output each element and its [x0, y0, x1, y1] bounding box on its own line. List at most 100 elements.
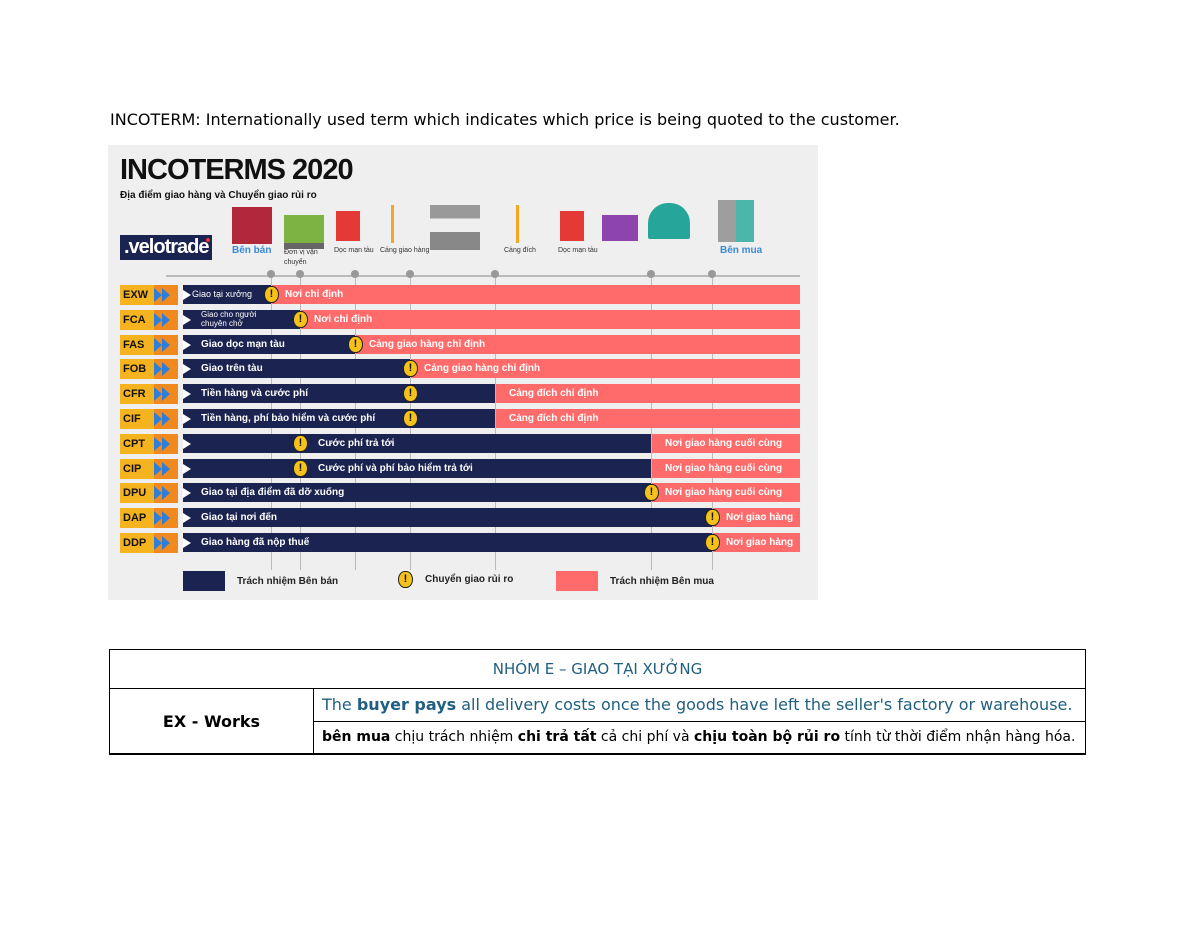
arrows-icon	[154, 409, 178, 429]
timeline	[166, 275, 800, 277]
warning-icon: !	[264, 286, 279, 303]
point-label-alongside-dest: Dọc mạn tàu	[558, 247, 598, 254]
seller-label: Giao cho người chuyên chở	[201, 309, 257, 328]
play-icon	[183, 538, 191, 548]
stage-dot	[647, 270, 655, 278]
seller-label: Tiền hàng và cước phí	[201, 388, 308, 400]
seller-bar	[183, 433, 651, 453]
factory-icon	[232, 207, 272, 244]
point-label-carrier: Đơn vị vận chuyển	[284, 249, 318, 266]
incoterms-infographic: INCOTERMS 2020 Địa điểm giao hàng và Chu…	[108, 145, 818, 600]
seller-bar	[183, 483, 651, 503]
container-icon	[336, 211, 360, 241]
term-code: EXW	[120, 285, 156, 305]
warning-icon: !	[705, 509, 720, 527]
play-icon	[183, 290, 191, 300]
play-icon	[183, 389, 191, 400]
crane-icon	[391, 205, 394, 243]
buyer-bar	[652, 433, 800, 453]
crane-icon	[516, 205, 519, 243]
seller-label: Giao tại xưởng	[192, 289, 252, 299]
stage-dot	[406, 270, 414, 278]
buyer-label: Nơi giao hàng	[726, 512, 794, 524]
play-icon	[183, 438, 191, 449]
legend-risk: ! Chuyển giao rủi ro	[398, 571, 513, 588]
term-code: CPT	[120, 433, 156, 454]
term-code: FCA	[120, 309, 156, 330]
play-icon	[183, 488, 191, 499]
warning-icon: !	[644, 484, 659, 502]
legend-seller: Trách nhiệm Bên bán	[183, 571, 338, 591]
play-icon	[183, 314, 191, 325]
term-code: FAS	[120, 334, 156, 355]
play-icon	[183, 364, 191, 375]
seller-label: Cước phí trả tới	[318, 437, 395, 449]
seller-bar	[183, 533, 712, 552]
container-icon	[560, 211, 584, 241]
warehouse-icon	[648, 203, 690, 239]
stage-dot	[267, 270, 275, 278]
warning-icon: !	[403, 360, 418, 378]
legend-buyer: Trách nhiệm Bên mua	[556, 571, 714, 591]
warning-icon: !	[403, 385, 418, 403]
incoterm-table: NHÓM E – GIAO TẠI XƯỞNG EX - Works The b…	[109, 649, 1086, 755]
infographic-subtitle: Địa điểm giao hàng và Chuyển giao rủi ro	[120, 190, 317, 201]
vietnamese-description: bên mua chịu trách nhiệm chi trả tất cả …	[313, 721, 1086, 755]
buyer-bar	[652, 483, 800, 503]
buyer-bar	[496, 409, 800, 428]
arrows-icon	[154, 508, 178, 529]
buyer-label: Cảng giao hàng chỉ định	[369, 338, 486, 350]
play-icon	[183, 414, 191, 424]
stage-line	[495, 275, 496, 570]
infographic-title: INCOTERMS 2020	[120, 154, 354, 186]
truck-icon	[602, 215, 638, 241]
warning-icon: !	[348, 335, 363, 353]
seller-bar	[183, 334, 355, 354]
arrows-icon	[154, 533, 178, 553]
point-label-port-destination: Cảng đích	[504, 247, 536, 254]
play-icon	[183, 339, 191, 350]
english-description: The buyer pays all delivery costs once t…	[313, 688, 1086, 722]
truck-icon	[284, 215, 324, 249]
stage-dot	[296, 270, 304, 278]
term-code: FOB	[120, 359, 156, 380]
seller-label: Tiền hàng, phí bảo hiểm và cước phí	[201, 413, 376, 424]
play-icon	[183, 463, 191, 474]
term-code: DAP	[120, 508, 156, 529]
stage-dot	[491, 270, 499, 278]
seller-label: Giao tại địa điểm đã dỡ xuống	[201, 487, 345, 499]
stage-dot	[351, 270, 359, 278]
buyer-bar	[411, 359, 800, 379]
term-code: CIP	[120, 458, 156, 479]
arrows-icon	[154, 309, 178, 330]
seller-label: Giao trên tàu	[201, 363, 263, 375]
warning-icon: !	[293, 459, 308, 477]
buyer-bar	[272, 285, 800, 304]
buyer-bar	[496, 384, 800, 404]
arrows-icon	[154, 359, 178, 380]
buyer-label: Cảng đích chỉ định	[509, 413, 599, 424]
seller-label: Giao dọc mạn tàu	[201, 338, 285, 350]
buyer-label: Nơi giao hàng cuối cùng	[665, 487, 783, 499]
buyer-label: Nơi giao hàng cuối cùng	[665, 437, 783, 449]
term-code: CIF	[120, 409, 156, 429]
arrows-icon	[154, 458, 178, 479]
seller-label: Bên bán	[232, 245, 272, 256]
buyer-label: Nơi giao hàng cuối cùng	[665, 462, 783, 474]
arrows-icon	[154, 384, 178, 405]
warning-icon: !	[293, 310, 308, 328]
arrows-icon	[154, 483, 178, 504]
seller-bar	[183, 309, 300, 329]
buyer-bar	[713, 533, 800, 552]
seller-label: Cước phí và phí bảo hiểm trả tới	[318, 462, 473, 474]
arrows-icon	[154, 285, 178, 305]
buyer-label: Nơi chỉ định	[285, 289, 344, 300]
velotrade-logo: .velotrade	[120, 235, 213, 260]
buyer-label: Cảng giao hàng chỉ định	[424, 363, 541, 375]
point-label-port-loading: Cảng giao hàng	[380, 247, 430, 254]
buyer-bar	[301, 309, 800, 329]
seller-label: Giao hàng đã nộp thuế	[201, 537, 310, 548]
term-code: DPU	[120, 483, 156, 504]
ship-plane-icon	[430, 205, 480, 250]
warning-icon: !	[705, 534, 720, 551]
